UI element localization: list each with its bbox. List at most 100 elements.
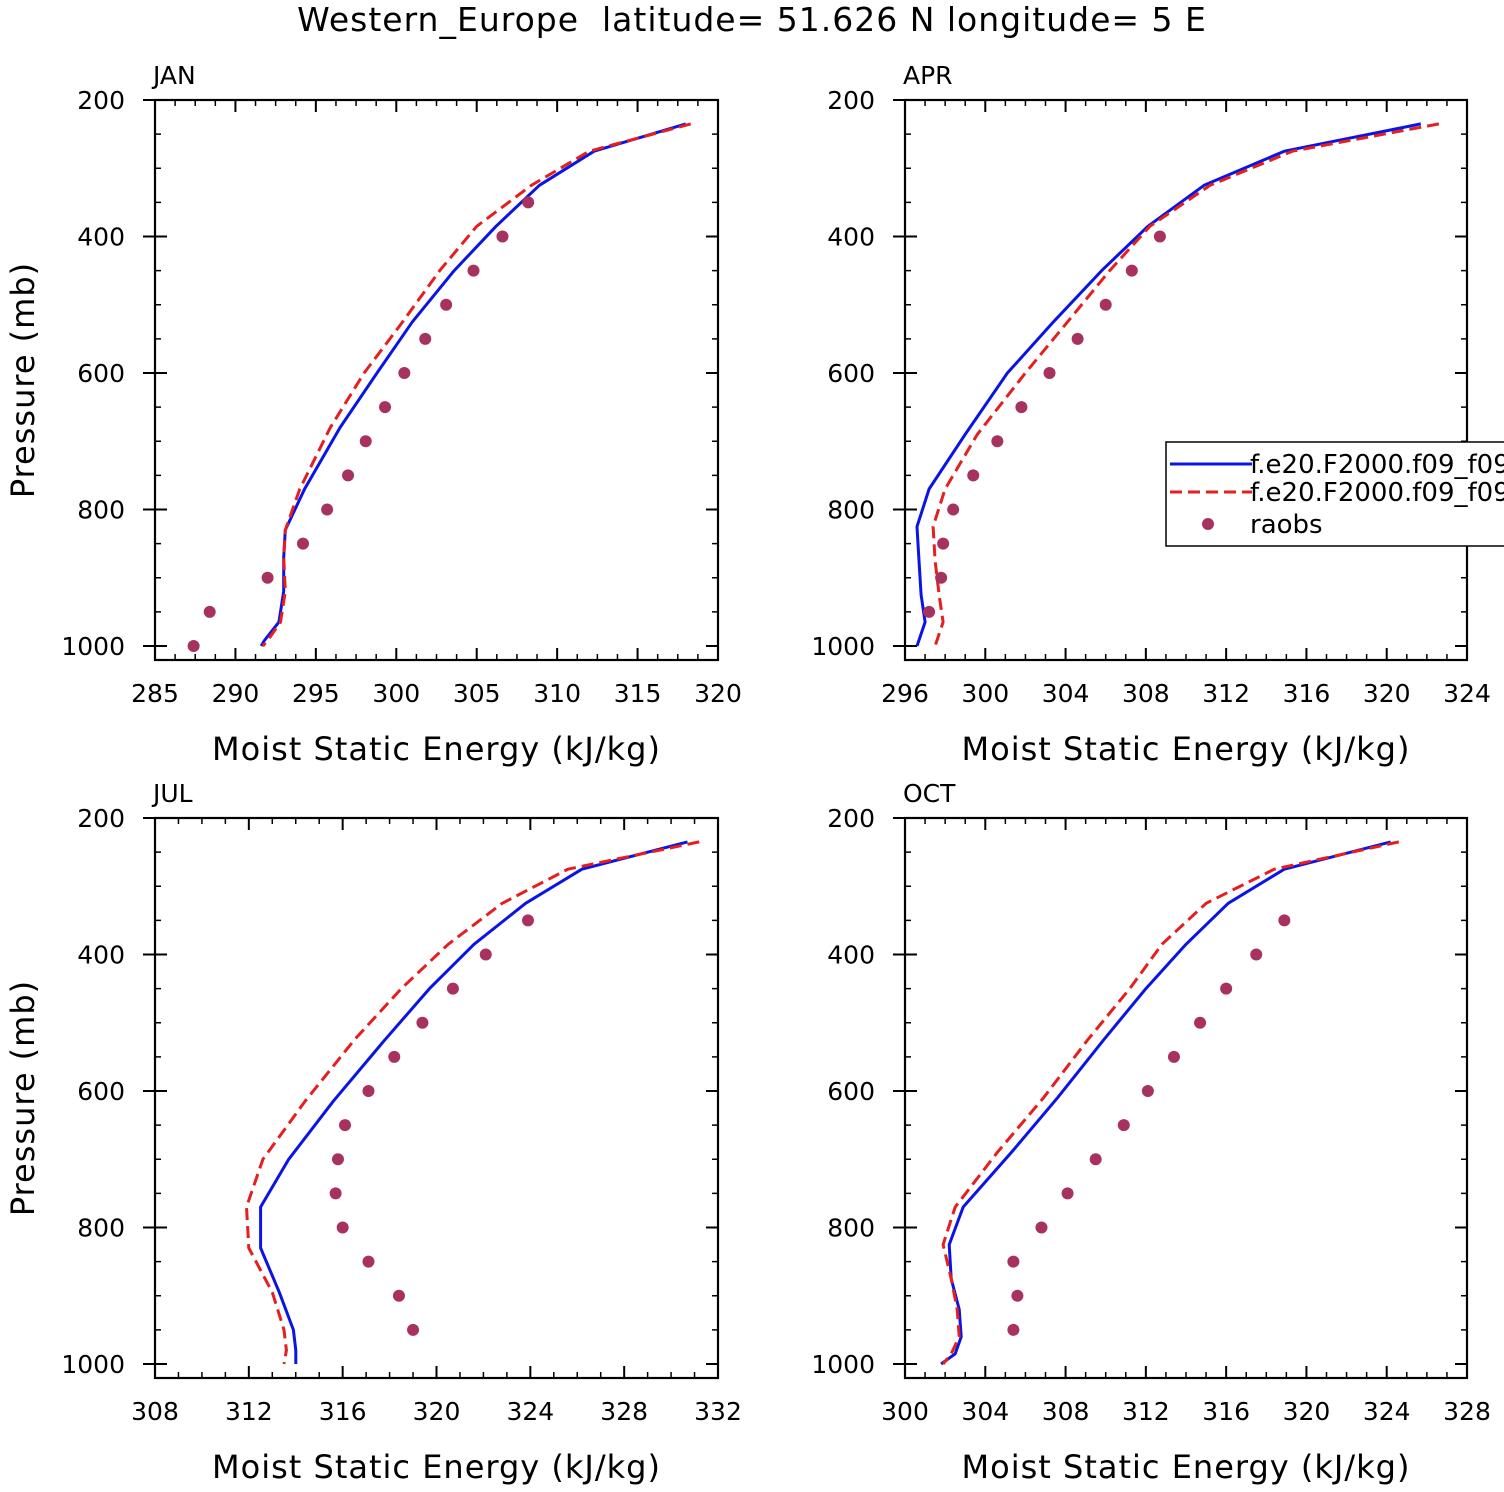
raobs-point (1089, 1153, 1102, 1166)
raobs-point (1278, 914, 1291, 927)
series-line-2 (941, 840, 1400, 1365)
x-tick-label: 324 (1443, 679, 1491, 708)
raobs-point (407, 1323, 420, 1336)
raobs-point (967, 469, 980, 482)
x-tick-label: 290 (212, 679, 260, 708)
raobs-point (1250, 948, 1263, 961)
raobs-point (359, 435, 372, 448)
x-tick-label: 328 (600, 1397, 648, 1426)
raobs-point (187, 640, 200, 652)
legend-label: raobs (1250, 510, 1323, 540)
raobs-point (339, 1119, 352, 1132)
panel-title: JUL (151, 779, 193, 808)
x-tick-label: 285 (131, 679, 179, 708)
legend-label: f.e20.F2000.f09_f09.cam5.1 (1250, 450, 1504, 480)
x-tick-label: 300 (961, 679, 1009, 708)
x-tick-label: 305 (453, 679, 501, 708)
y-tick-label: 400 (77, 223, 125, 252)
x-axis-label: Moist Static Energy (kJ/kg) (212, 730, 661, 768)
x-tick-label: 310 (533, 679, 581, 708)
panel-title: JAN (151, 61, 196, 90)
y-tick-label: 800 (827, 496, 875, 525)
y-tick-label: 600 (77, 359, 125, 388)
x-tick-label: 328 (1443, 1397, 1491, 1426)
raobs-point (496, 230, 509, 243)
raobs-point (1153, 230, 1166, 243)
series-line-1 (259, 840, 688, 1364)
raobs-point (203, 605, 216, 618)
x-tick-label: 316 (1283, 679, 1331, 708)
legend-box (1165, 441, 1504, 547)
x-tick-label: 308 (1122, 679, 1170, 708)
raobs-point (1011, 1289, 1024, 1302)
raobs-point (1194, 1016, 1207, 1029)
y-tick-label: 200 (827, 86, 875, 115)
y-tick-label: 800 (77, 496, 125, 525)
x-tick-label: 308 (131, 1397, 179, 1426)
series-line-2 (931, 122, 1440, 647)
y-tick-label: 1000 (811, 1350, 875, 1379)
x-tick-label: 320 (413, 1397, 461, 1426)
raobs-point (1220, 982, 1233, 995)
raobs-point (479, 948, 492, 961)
raobs-point (522, 196, 535, 209)
y-tick-label: 800 (827, 1214, 875, 1243)
raobs-point (947, 503, 960, 516)
raobs-point (1061, 1187, 1074, 1200)
raobs-point (419, 332, 432, 345)
x-axis-label: Moist Static Energy (kJ/kg) (962, 1448, 1411, 1486)
raobs-point (521, 914, 534, 927)
x-tick-label: 316 (1202, 1397, 1250, 1426)
raobs-point (362, 1085, 375, 1097)
raobs-point (1099, 298, 1112, 311)
raobs-point (329, 1187, 342, 1200)
raobs-point (923, 605, 936, 618)
y-tick-label: 400 (827, 223, 875, 252)
raobs-point (1007, 1323, 1020, 1336)
x-tick-label: 320 (1363, 679, 1411, 708)
raobs-point (331, 1153, 344, 1166)
y-tick-label: 800 (77, 1214, 125, 1243)
legend-marker (1202, 518, 1214, 530)
raobs-point (1071, 332, 1084, 345)
raobs-point (261, 571, 274, 584)
raobs-point (467, 264, 480, 277)
y-tick-label: 1000 (61, 1350, 125, 1379)
y-tick-label: 600 (827, 359, 875, 388)
series-line-1 (915, 122, 1422, 647)
raobs-point (379, 401, 392, 414)
panel-title: OCT (903, 779, 956, 808)
raobs-point (1167, 1050, 1180, 1063)
raobs-point (1007, 1255, 1020, 1268)
raobs-point (1035, 1221, 1048, 1234)
raobs-point (937, 537, 950, 550)
x-tick-label: 304 (961, 1397, 1009, 1426)
raobs-point (935, 571, 948, 584)
x-tick-label: 312 (225, 1397, 273, 1426)
x-tick-label: 312 (1122, 1397, 1170, 1426)
raobs-point (362, 1255, 375, 1268)
series-line-1 (940, 840, 1392, 1366)
y-tick-label: 600 (77, 1077, 125, 1106)
raobs-point (446, 982, 459, 995)
series-line-2 (261, 122, 692, 647)
panel-title: APR (903, 61, 953, 90)
panel-oct: 300 304 308 312 316 320 324 328 200 400 600 800 1000… (811, 779, 1490, 1486)
raobs-point (1043, 367, 1056, 379)
x-axis-label: Moist Static Energy (kJ/kg) (962, 730, 1411, 768)
panel-jan: 285 290 295 300 305 310 315 320 200 400 600 800 1000… (4, 61, 742, 768)
plot-frame (153, 98, 720, 662)
x-tick-label: 304 (1042, 679, 1090, 708)
plot-frame (903, 98, 1469, 662)
raobs-point (1117, 1119, 1130, 1132)
raobs-point (1125, 264, 1138, 277)
raobs-point (388, 1050, 401, 1063)
series-line-1 (259, 122, 687, 647)
x-tick-label: 308 (1042, 1397, 1090, 1426)
raobs-point (991, 435, 1004, 448)
x-tick-label: 324 (1363, 1397, 1411, 1426)
x-tick-label: 332 (694, 1397, 742, 1426)
plot-frame (903, 816, 1469, 1380)
raobs-point (296, 537, 309, 550)
